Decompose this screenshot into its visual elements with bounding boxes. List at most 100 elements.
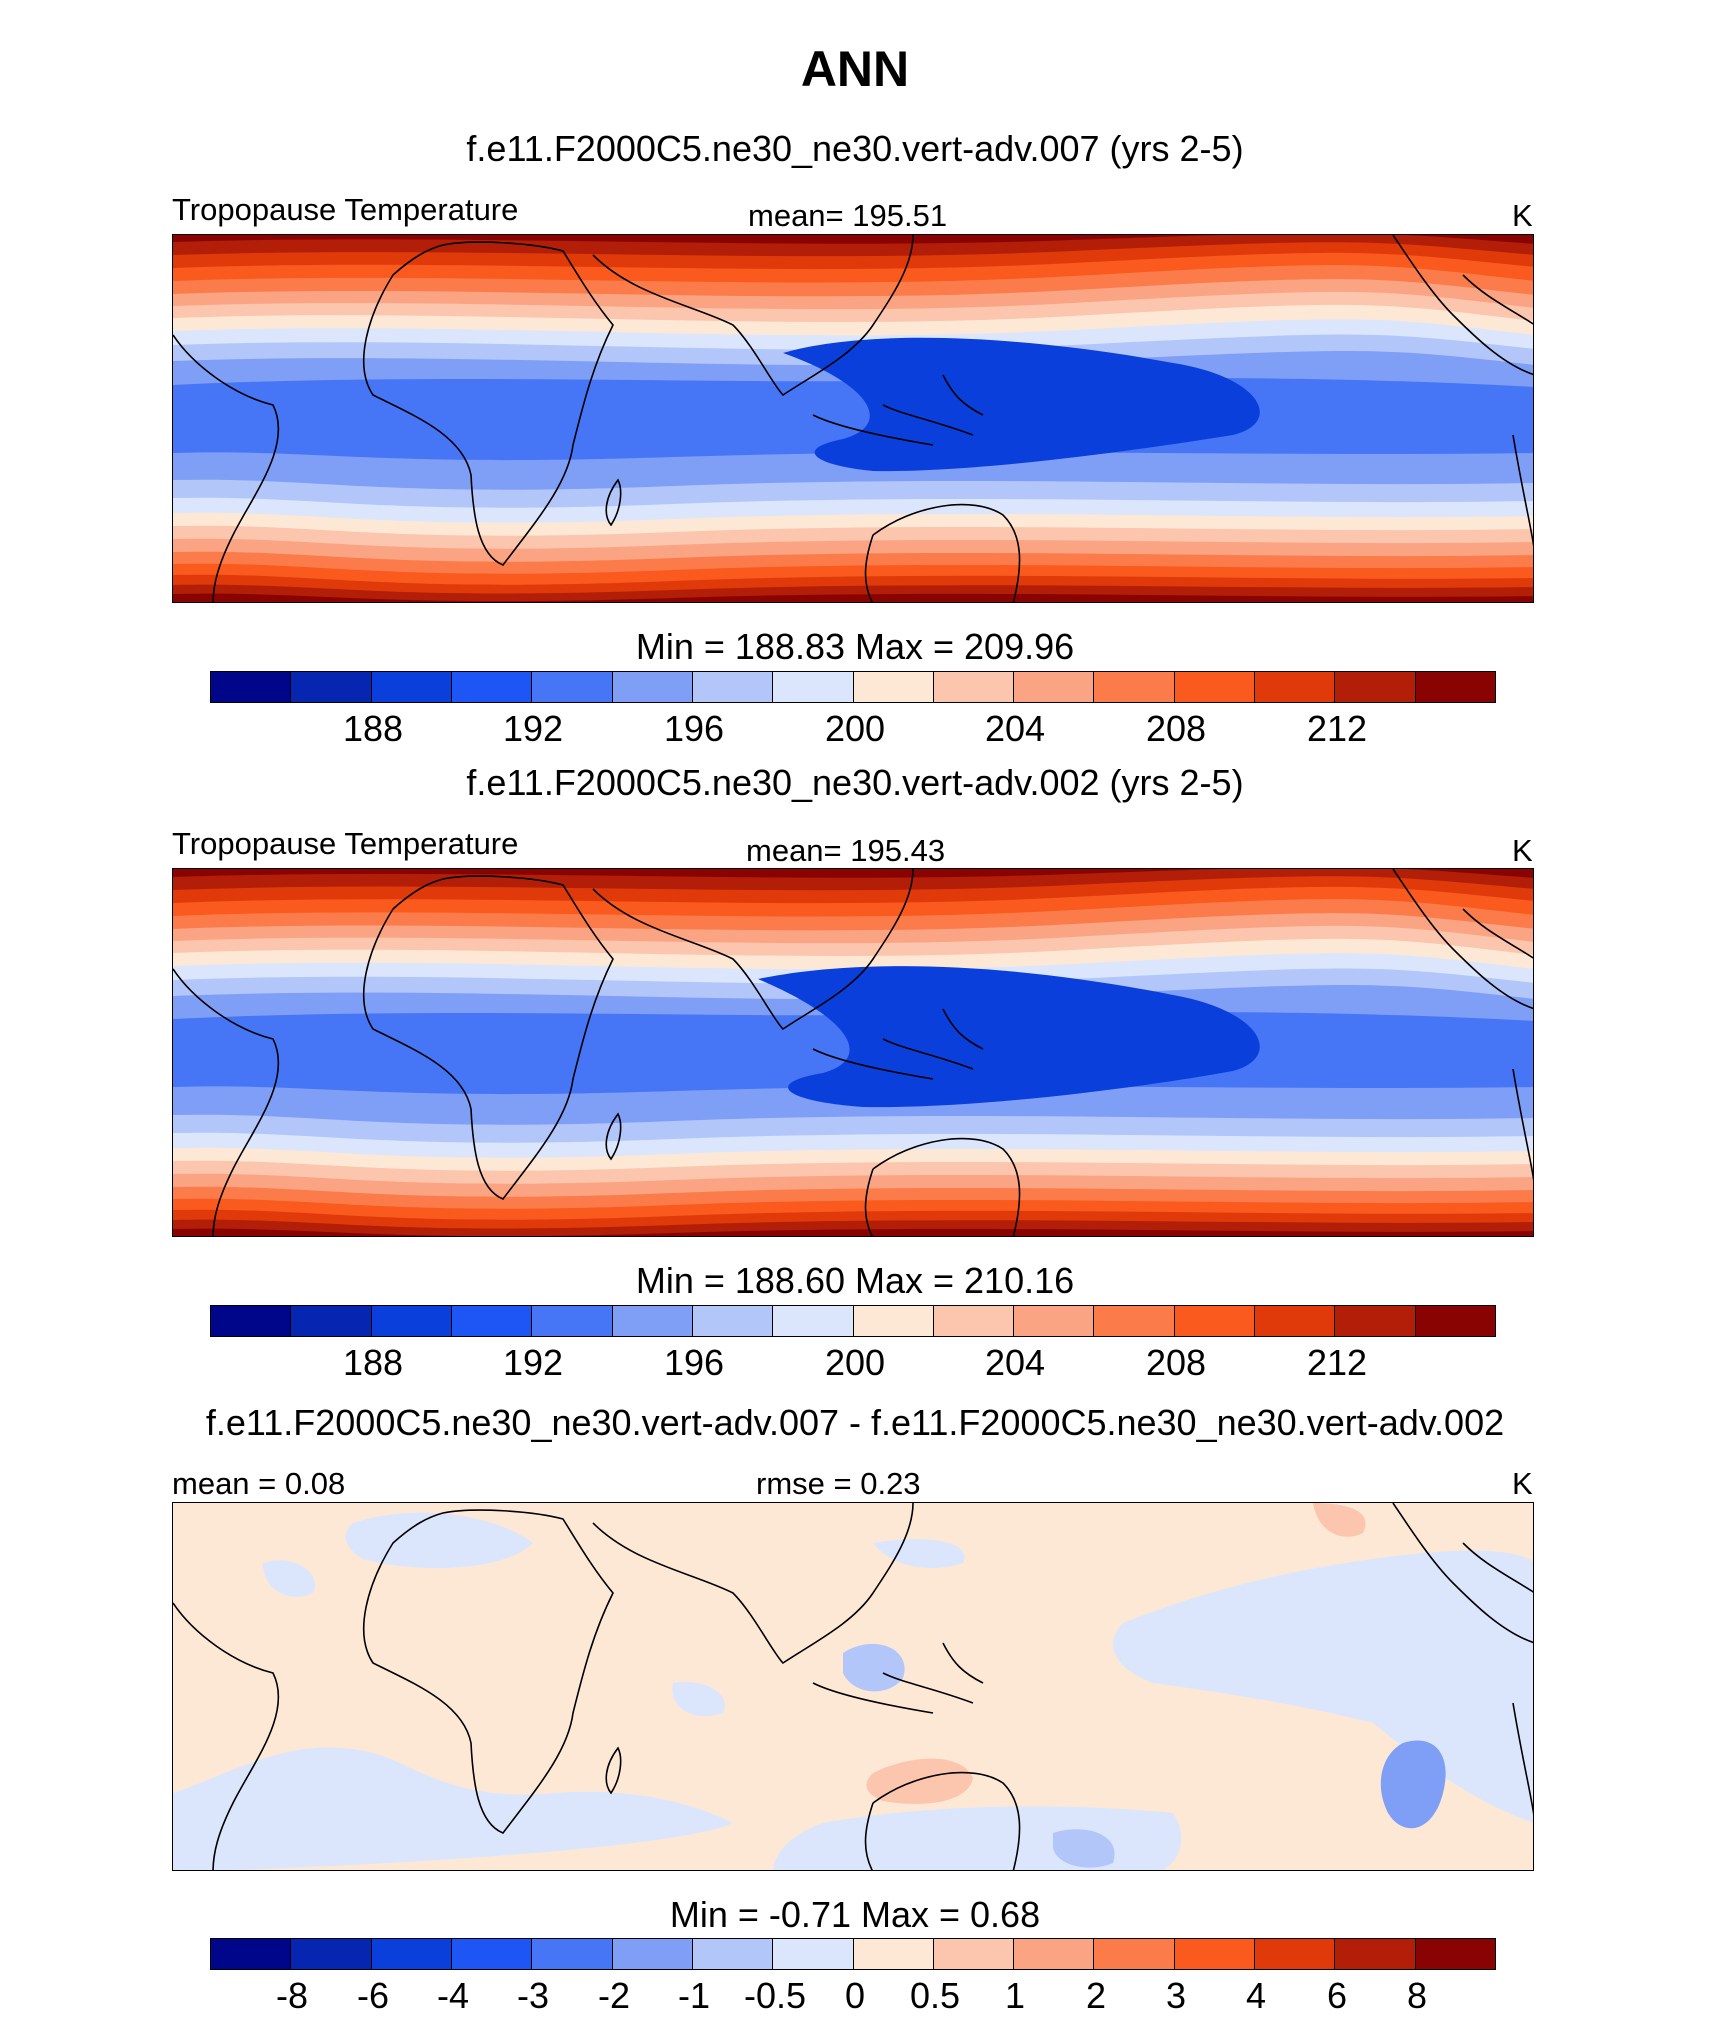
panel-2-colorbar xyxy=(210,1305,1496,1337)
panel-3-map-svg xyxy=(173,1503,1533,1870)
colorbar-box xyxy=(291,1306,372,1336)
colorbar-tick-label: 204 xyxy=(984,708,1046,749)
map-band xyxy=(1053,1829,1115,1868)
panel-1-title: f.e11.F2000C5.ne30_ne30.vert-adv.007 (yr… xyxy=(466,128,1244,169)
colorbar-tick-label: 200 xyxy=(824,1342,886,1383)
map-band xyxy=(1380,1740,1446,1829)
colorbar-box xyxy=(1094,672,1175,702)
colorbar-box xyxy=(451,1306,533,1336)
south-america-edge-outline xyxy=(173,968,280,1236)
colorbar-box xyxy=(933,672,1015,702)
map-band xyxy=(263,1560,315,1597)
colorbar-tick-label: 196 xyxy=(663,708,725,749)
colorbar-tick-label: 208 xyxy=(1145,708,1207,749)
colorbar-tick-label: -3 xyxy=(516,1975,550,2016)
panel-3-mean-label: mean = 0.08 xyxy=(172,1466,346,1501)
colorbar-tick-label: 196 xyxy=(663,1342,725,1383)
colorbar-tick-label: 3 xyxy=(1165,1975,1187,2016)
panel-1-map-svg xyxy=(173,235,1533,602)
colorbar-tick-label: 6 xyxy=(1326,1975,1348,2016)
colorbar-box xyxy=(1255,1939,1336,1969)
colorbar-box xyxy=(853,1306,934,1336)
americas-outline xyxy=(1392,235,1533,547)
colorbar-box xyxy=(1255,672,1336,702)
colorbar-tick-label: -6 xyxy=(356,1975,390,2016)
panel-2-minmax-label: Min = 188.60 Max = 210.16 xyxy=(635,1260,1075,1301)
colorbar-box xyxy=(532,1306,613,1336)
map-band xyxy=(843,1643,905,1692)
colorbar-tick-label: 188 xyxy=(342,708,404,749)
colorbar-box xyxy=(1014,1306,1095,1336)
indonesia-outline xyxy=(812,374,984,446)
colorbar-box xyxy=(692,1306,774,1336)
colorbar-tick-label: 204 xyxy=(984,1342,1046,1383)
colorbar-box xyxy=(532,672,613,702)
colorbar-tick-label: -1 xyxy=(677,1975,711,2016)
colorbar-tick-label: 188 xyxy=(342,1342,404,1383)
panel-1-map xyxy=(172,234,1534,603)
colorbar-box xyxy=(933,1939,1015,1969)
colorbar-box xyxy=(1335,672,1416,702)
south-america-edge-outline xyxy=(173,1602,280,1870)
colorbar-tick-label: 192 xyxy=(502,1342,564,1383)
colorbar-box xyxy=(612,1306,693,1336)
colorbar-box xyxy=(773,1306,854,1336)
map-band xyxy=(345,1512,533,1569)
panel-3-colorbar xyxy=(210,1938,1496,1970)
colorbar-box xyxy=(211,672,292,702)
south-america-edge-outline xyxy=(173,334,280,602)
colorbar-tick-label: -4 xyxy=(436,1975,470,2016)
panel-2-variable-label: Tropopause Temperature xyxy=(172,826,519,861)
colorbar-box xyxy=(773,1939,854,1969)
map-band xyxy=(672,1682,725,1717)
colorbar-box xyxy=(1174,672,1256,702)
colorbar-box xyxy=(291,672,372,702)
colorbar-box xyxy=(1174,1939,1256,1969)
colorbar-tick-label: 212 xyxy=(1306,708,1368,749)
panel-3-map xyxy=(172,1502,1534,1871)
colorbar-box xyxy=(1415,1939,1495,1969)
panel-1-variable-label: Tropopause Temperature xyxy=(172,192,519,227)
colorbar-box xyxy=(371,672,452,702)
colorbar-box xyxy=(853,672,934,702)
panel-3-units-label: K xyxy=(1512,1466,1533,1501)
africa-outline xyxy=(362,875,614,1200)
colorbar-tick-label: -2 xyxy=(597,1975,631,2016)
asia-outline xyxy=(592,869,914,1031)
africa-outline xyxy=(362,1509,614,1834)
map-band xyxy=(1313,1503,1366,1537)
map-band xyxy=(783,337,1260,472)
australia-outline xyxy=(864,1771,1021,1870)
colorbar-box xyxy=(692,1939,774,1969)
panel-3-minmax-label: Min = -0.71 Max = 0.68 xyxy=(669,1894,1041,1935)
colorbar-box xyxy=(1415,672,1495,702)
map-band xyxy=(873,1539,965,1569)
asia-outline xyxy=(592,235,914,397)
main-title: ANN xyxy=(800,41,910,97)
panel-1-minmax-label: Min = 188.83 Max = 209.96 xyxy=(635,626,1075,667)
colorbar-box xyxy=(1014,672,1095,702)
colorbar-tick-label: 0 xyxy=(844,1975,866,2016)
colorbar-tick-label: 1 xyxy=(1004,1975,1026,2016)
panel-2-map-svg xyxy=(173,869,1533,1236)
americas-outline xyxy=(1392,869,1533,1181)
colorbar-box xyxy=(532,1939,613,1969)
panel-1-mean-label: mean= 195.51 xyxy=(748,198,948,233)
colorbar-box xyxy=(371,1306,452,1336)
panel-1-colorbar xyxy=(210,671,1496,703)
map-band xyxy=(173,1747,733,1870)
colorbar-tick-label: -0.5 xyxy=(743,1975,807,2016)
colorbar-box xyxy=(853,1939,934,1969)
colorbar-box xyxy=(773,672,854,702)
americas-outline xyxy=(1392,1503,1533,1815)
colorbar-box xyxy=(1174,1306,1256,1336)
panel-3-title: f.e11.F2000C5.ne30_ne30.vert-adv.007 - f… xyxy=(205,1402,1505,1443)
colorbar-box xyxy=(451,672,533,702)
panel-2-units-label: K xyxy=(1512,833,1533,868)
panel-1-units-label: K xyxy=(1512,198,1533,233)
colorbar-box xyxy=(1335,1939,1416,1969)
colorbar-tick-label: 212 xyxy=(1306,1342,1368,1383)
colorbar-box xyxy=(451,1939,533,1969)
colorbar-tick-label: -8 xyxy=(275,1975,309,2016)
colorbar-tick-label: 200 xyxy=(824,708,886,749)
